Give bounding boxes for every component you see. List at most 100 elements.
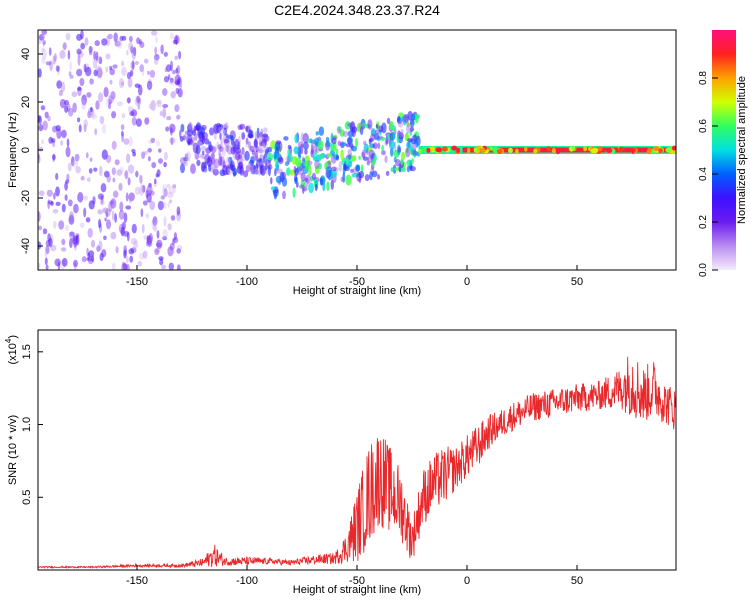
spectrogram-cell (80, 222, 85, 228)
spectrogram-cell (65, 179, 70, 184)
spectrogram-cell (46, 189, 53, 197)
spectrogram-cell (170, 91, 176, 99)
spectrogram-cell (300, 132, 304, 144)
spectrogram-cell (121, 112, 126, 119)
spectrogram-cell (345, 157, 350, 166)
spectrogram-cell (125, 192, 129, 202)
spectrogram-cell (248, 141, 251, 149)
spectrogram-cell (64, 181, 68, 191)
spectrogram-cell (76, 68, 83, 77)
spectrogram-panel: -150 -100 -50 0 50 -40 -20 0 20 40 Height of str… (7, 29, 677, 297)
spectrogram-cell (162, 107, 167, 119)
spectrogram-cell (64, 194, 68, 201)
snr-marks (38, 356, 676, 570)
spectrogram-cell (171, 249, 175, 255)
y-tick-label: 0.5 (21, 490, 33, 505)
spectrogram-cell (62, 42, 67, 50)
spectrogram-cell (221, 146, 226, 157)
spectrogram-cell (359, 126, 364, 136)
spectrogram-cell (55, 125, 61, 131)
spectrogram-cell (652, 146, 660, 152)
spectrogram-cell (156, 230, 160, 239)
spectrogram-cell (68, 214, 75, 225)
spectrogram-cell (303, 141, 309, 150)
spectrogram-cell (130, 237, 138, 245)
spectrogram-cell (137, 260, 143, 267)
spectrogram-cell (326, 153, 332, 158)
spectrogram-cell (170, 137, 174, 146)
spectrogram-cell (314, 149, 318, 156)
spectrogram-cell (111, 262, 116, 270)
spectrogram-cell (310, 139, 315, 151)
spectrogram-cell (158, 256, 164, 261)
spectrogram-cell (95, 51, 99, 62)
spectrogram-cell (401, 167, 406, 172)
spectrogram-cell (128, 196, 132, 204)
spectrogram-cell (377, 142, 381, 150)
spectrogram-cell (350, 168, 354, 173)
spectrogram-cell (243, 170, 249, 178)
spectrogram-cell (331, 137, 337, 145)
spectrogram-cell (110, 91, 116, 100)
spectrogram-cell (143, 235, 147, 240)
colorbar-tick-label: 0.4 (698, 167, 709, 181)
spectrogram-cell (250, 156, 255, 165)
spectrogram-cell (153, 57, 159, 65)
spectrogram-cell (342, 172, 346, 183)
spectrogram-cell (47, 115, 51, 122)
spectrogram-cell (150, 190, 155, 196)
spectrogram-cell (201, 145, 207, 151)
spectrogram-cell (583, 146, 588, 152)
spectrogram-cell (134, 96, 141, 107)
spectrogram-cell (406, 159, 413, 167)
spectrogram-cell (294, 133, 299, 144)
spectrogram-cell (81, 94, 87, 106)
spectrogram-cell (187, 123, 192, 131)
spectrogram-cell (52, 153, 56, 162)
spectrogram-cell (253, 138, 258, 148)
spectrogram-cell (95, 100, 100, 110)
spectrogram-cell (397, 115, 401, 123)
spectrogram-cell (260, 164, 266, 176)
spectrogram-cell (94, 128, 98, 136)
snr-panel: -150 -100 -50 0 50 0.5 1.0 1.5 Height of strai… (4, 329, 677, 596)
spectrogram-cell (395, 159, 401, 167)
spectrogram-cell (245, 143, 251, 148)
spectrogram-cell (227, 135, 233, 140)
spectrogram-cell (123, 212, 128, 223)
spectrogram-cell (91, 114, 98, 120)
spectrogram-cell (97, 209, 104, 215)
spectrogram-cell (172, 184, 177, 189)
spectrogram-cell (142, 250, 148, 259)
spectrogram-cell (275, 160, 279, 171)
spectrogram-cell (192, 142, 199, 154)
spectrogram-cell (129, 111, 135, 116)
spectrogram-cell (351, 155, 357, 162)
spectrogram-cell (83, 207, 87, 218)
spectrogram-cell (146, 213, 149, 219)
spectrogram-cell (156, 140, 161, 147)
spectrogram-cell (77, 54, 81, 66)
spectrogram-cell (92, 59, 98, 69)
spectrogram-cell (314, 159, 320, 169)
spectrogram-cell (196, 159, 201, 166)
spectrogram-cell (294, 167, 299, 176)
x-tick-label: -50 (349, 575, 365, 587)
spectrogram-cell (38, 262, 41, 269)
spectrogram-cell (163, 161, 167, 168)
spectrogram-cell (381, 150, 386, 156)
spectrogram-cell (190, 163, 196, 174)
spectrogram-cell (66, 173, 70, 182)
spectrogram-cell (160, 195, 166, 200)
spectrogram-cell (221, 124, 228, 130)
spectrogram-cell (218, 148, 221, 157)
spectrogram-cell (81, 256, 87, 263)
spectrogram-cell (368, 137, 374, 143)
spectrogram-cell (72, 159, 79, 168)
spectrogram-cell (72, 102, 77, 113)
spectrogram-cell (355, 164, 360, 172)
spectrogram-cell (370, 128, 376, 137)
spectrogram-cell (257, 149, 264, 154)
spectrogram-cell (172, 185, 176, 194)
spectrogram-cell (397, 146, 401, 153)
